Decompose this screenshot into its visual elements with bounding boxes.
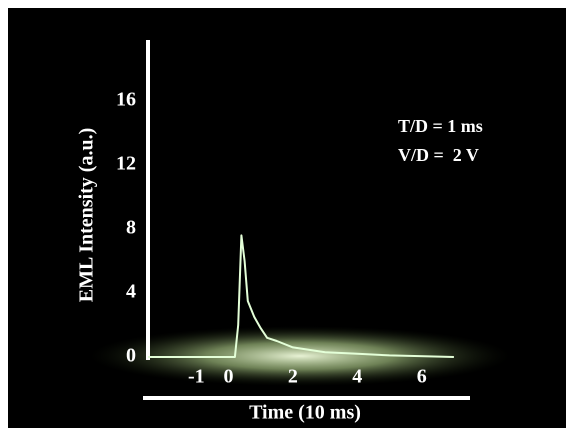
x-tick-label: 0 xyxy=(224,366,234,388)
y-tick-label: 8 xyxy=(126,217,136,239)
y-tick-label: 0 xyxy=(126,345,136,367)
page: EML Intensity (a.u.) Time (10 ms) T/D = … xyxy=(0,0,574,435)
y-tick-label: 12 xyxy=(116,153,136,175)
annotation: V/D = 2 V xyxy=(398,145,479,165)
chart: EML Intensity (a.u.) Time (10 ms) T/D = … xyxy=(0,0,574,435)
x-axis-label: Time (10 ms) xyxy=(249,402,361,424)
y-tick-label: 4 xyxy=(126,281,136,303)
y-tick-label: 16 xyxy=(116,89,136,111)
y-axis-label: EML Intensity (a.u.) xyxy=(76,128,98,302)
x-tick-label: 4 xyxy=(352,366,362,388)
annotation: T/D = 1 ms xyxy=(398,116,483,136)
x-tick-label: -1 xyxy=(188,366,205,388)
x-tick-label: 2 xyxy=(288,366,298,388)
x-tick-label: 6 xyxy=(417,366,427,388)
